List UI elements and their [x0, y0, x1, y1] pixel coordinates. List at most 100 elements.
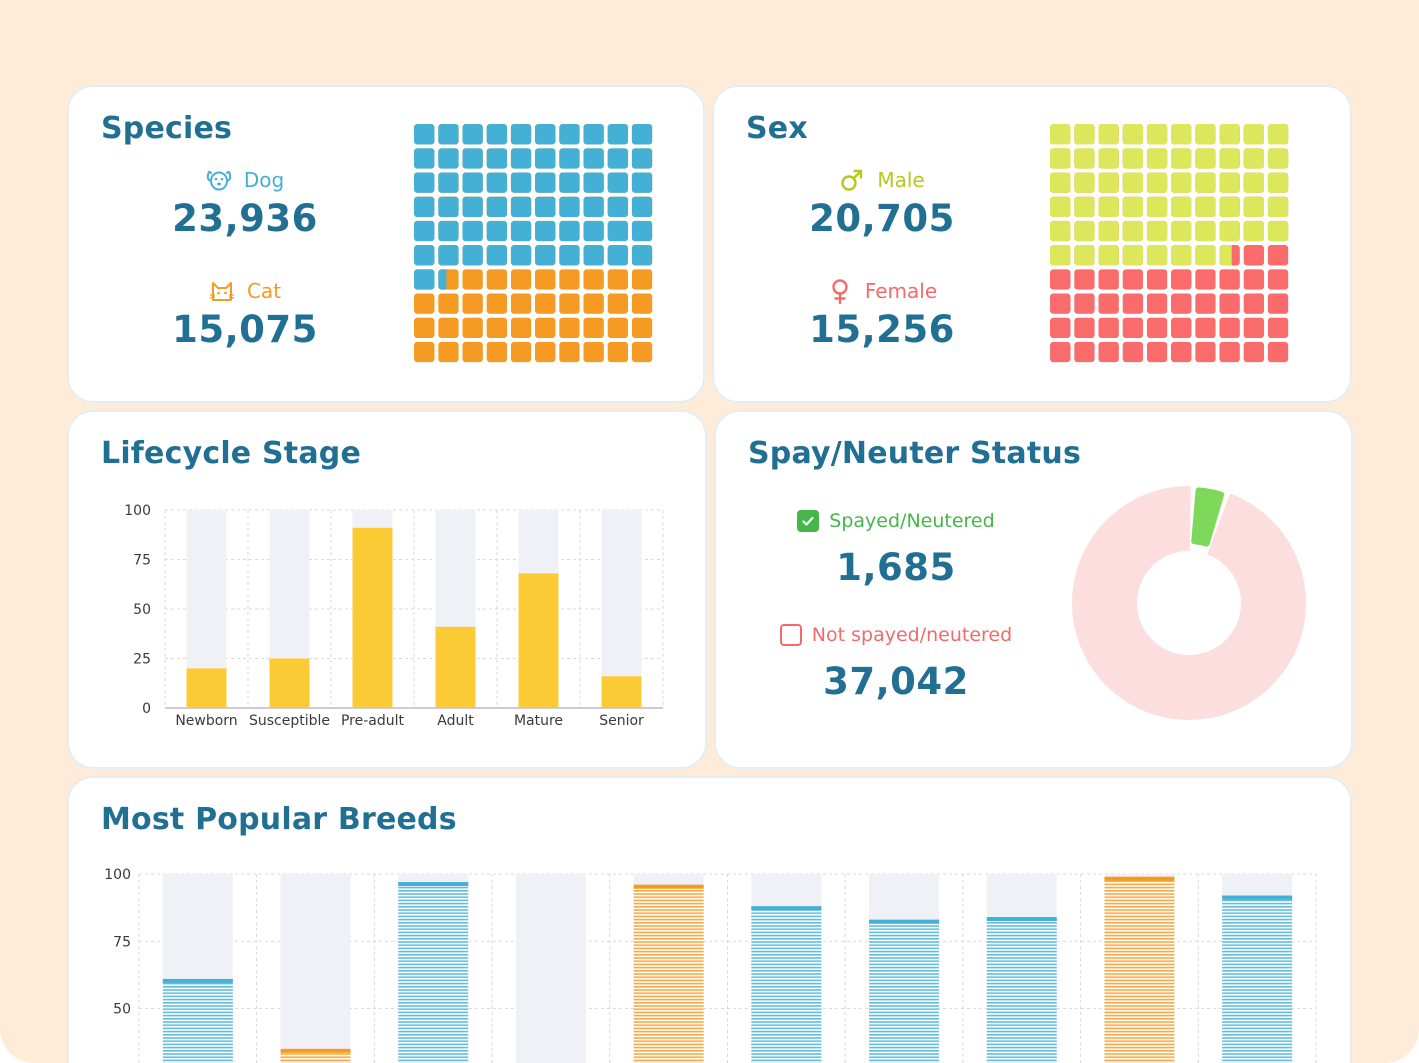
- sex-waffle-cell: [1219, 245, 1240, 266]
- sex-waffle-cell: [1219, 341, 1240, 363]
- bar-track: [601, 510, 642, 708]
- breeds-title: Most Popular Breeds: [101, 802, 457, 837]
- species-waffle-cell: [438, 341, 459, 363]
- species-title: Species: [101, 111, 233, 146]
- bar-mature[interactable]: [518, 573, 559, 708]
- breed-bar-cap: [869, 919, 940, 924]
- sex-waffle-cell: [1195, 148, 1216, 169]
- sex-waffle-cell: [1074, 317, 1095, 339]
- sex-waffle-cell: [1050, 196, 1071, 218]
- species-waffle-cell: [462, 196, 483, 218]
- lifecycle-bar-chart: 0 25 50 75 100 Newborn Susceptible Pre-adult Adu…: [124, 503, 664, 729]
- donut-slice-spayed[interactable]: [1191, 487, 1225, 547]
- sex-waffle-cell: [1050, 124, 1071, 145]
- species-waffle-cell: [559, 124, 580, 145]
- sex-waffle-cell: [1050, 293, 1071, 314]
- species-waffle-cell: [414, 172, 435, 193]
- species-waffle-cell: [414, 148, 435, 169]
- sex-waffle-cell: [1267, 148, 1289, 169]
- species-waffle-cell: [486, 293, 508, 314]
- sex-waffle-cell: [1267, 245, 1289, 266]
- breed-bar-cap: [751, 906, 822, 911]
- sex-waffle-cell: [1146, 220, 1168, 242]
- bar-adult[interactable]: [435, 626, 476, 708]
- species-waffle-cell: [462, 124, 483, 145]
- y-tick-label: 25: [133, 652, 151, 668]
- species-waffle-cell: [462, 245, 483, 266]
- female-label: Female: [864, 279, 938, 303]
- species-waffle-cell: [438, 317, 459, 339]
- sex-waffle-cell: [1074, 293, 1095, 314]
- sex-waffle-cell: [1050, 148, 1071, 169]
- species-waffle-cell: [462, 172, 483, 193]
- x-tick-label: Newborn: [175, 713, 237, 729]
- species-waffle-cell: [631, 172, 653, 193]
- bar-senior[interactable]: [601, 676, 642, 708]
- sex-waffle-cell: [1122, 196, 1144, 218]
- breed-bar-cap: [633, 884, 704, 889]
- bar-susceptible[interactable]: [269, 658, 310, 709]
- sex-waffle-cell: [1146, 196, 1168, 218]
- sex-waffle-cell: [1146, 148, 1168, 169]
- cat-icon: [209, 282, 235, 301]
- species-waffle-cell: [607, 341, 629, 363]
- species-waffle-cell: [583, 148, 604, 169]
- female-icon: [832, 279, 848, 304]
- bar-track: [515, 874, 586, 1063]
- sex-waffle-cell: [1098, 124, 1119, 145]
- sex-title: Sex: [746, 111, 808, 146]
- species-waffle-cell: [607, 148, 629, 169]
- sex-waffle-cell: [1243, 317, 1265, 339]
- breeds-bar-chart: 50 75 100: [104, 867, 1317, 1063]
- sex-waffle-cell: [1219, 269, 1240, 290]
- sex-waffle-cell: [1122, 317, 1144, 339]
- species-waffle-cell: [559, 341, 580, 363]
- breed-bar[interactable]: [869, 919, 940, 1063]
- sex-waffle-cell: [1171, 317, 1192, 339]
- species-waffle-cell: [535, 293, 556, 314]
- sex-waffle-cell: [1195, 220, 1216, 242]
- sex-waffle-cell: [1243, 124, 1265, 145]
- sex-waffle-cell: [1171, 269, 1192, 290]
- breed-bar[interactable]: [162, 978, 233, 1063]
- sex-waffle-cell: [1098, 220, 1119, 242]
- species-waffle-cell: [535, 172, 556, 193]
- sex-waffle-cell: [1050, 317, 1071, 339]
- species-waffle-cell: [583, 269, 604, 290]
- species-waffle-cell: [414, 293, 435, 314]
- sex-waffle-cell: [1074, 172, 1095, 193]
- species-waffle-cell: [438, 269, 459, 290]
- breed-bar[interactable]: [1222, 895, 1293, 1063]
- sex-waffle-cell: [1267, 172, 1289, 193]
- sex-waffle-cell: [1098, 269, 1119, 290]
- sex-waffle-cell: [1195, 172, 1216, 193]
- sex-waffle-cell: [1195, 341, 1216, 363]
- sex-waffle-cell: [1219, 172, 1240, 193]
- species-waffle-cell: [607, 245, 629, 266]
- breed-bar[interactable]: [751, 906, 822, 1063]
- sex-waffle-cell: [1050, 172, 1071, 193]
- breed-bar[interactable]: [986, 917, 1057, 1063]
- male-label: Male: [877, 168, 925, 192]
- donut-slice-not-spayed[interactable]: [1072, 485, 1306, 720]
- sex-waffle-cell: [1098, 245, 1119, 266]
- breed-bar[interactable]: [398, 882, 469, 1063]
- species-waffle-cell: [583, 124, 604, 145]
- sex-waffle-cell: [1243, 245, 1265, 266]
- bar-pre-adult[interactable]: [352, 527, 393, 708]
- y-tick-label: 50: [133, 602, 151, 618]
- male-icon: [841, 169, 863, 191]
- species-waffle-cell: [583, 220, 604, 242]
- sex-waffle-cell: [1219, 148, 1240, 169]
- sex-waffle-cell: [1122, 341, 1144, 363]
- species-waffle-cell: [462, 220, 483, 242]
- breed-bar[interactable]: [1104, 876, 1175, 1063]
- breed-bar[interactable]: [633, 884, 704, 1063]
- sex-waffle-cell: [1171, 220, 1192, 242]
- bar-newborn[interactable]: [186, 668, 227, 708]
- spay-donut-chart: [1072, 485, 1306, 720]
- y-tick-label: 0: [142, 701, 151, 717]
- sex-waffle-cell: [1122, 172, 1144, 193]
- sex-waffle-cell: [1171, 341, 1192, 363]
- sex-waffle-cell: [1098, 172, 1119, 193]
